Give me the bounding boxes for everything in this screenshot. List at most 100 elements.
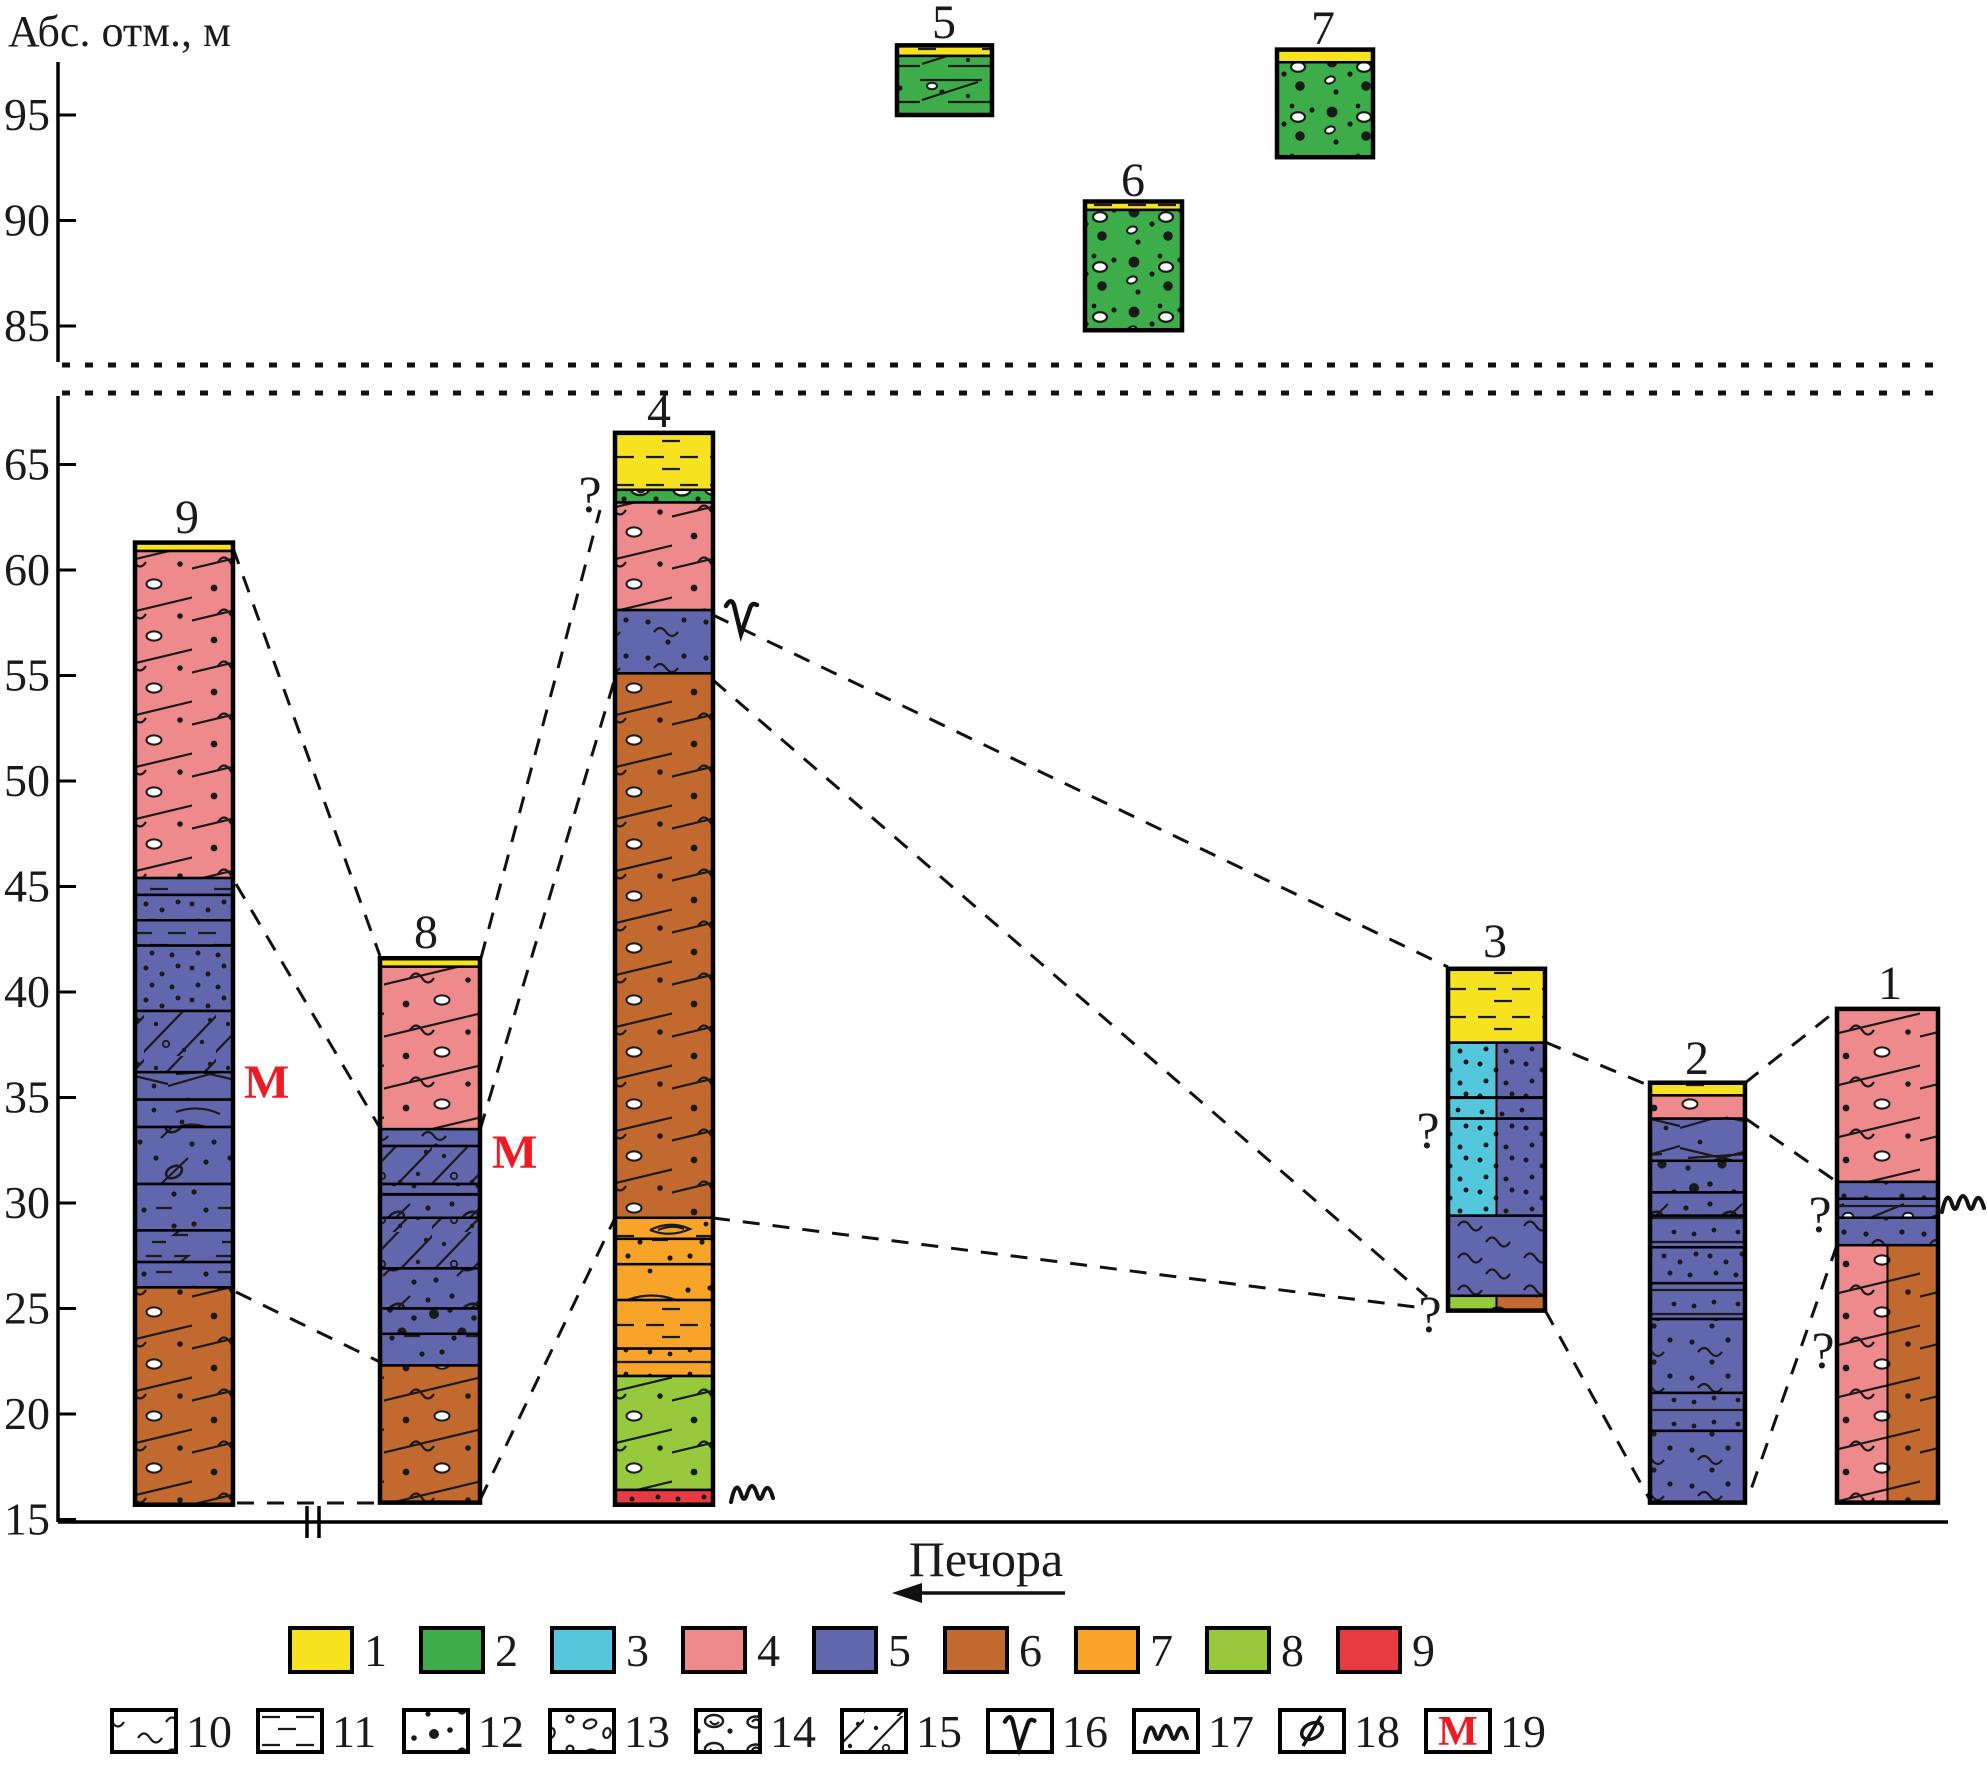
correlation-dashed-line (1744, 1008, 1838, 1085)
layer-pattern (1650, 1082, 1745, 1096)
layer-pattern (1448, 1215, 1545, 1296)
river-label: Печора (909, 1531, 1063, 1587)
legend-pattern-label: 10 (186, 1706, 232, 1757)
layer-pattern (1448, 968, 1545, 1043)
layer-pattern (1650, 1215, 1745, 1248)
question-mark: ? (1416, 1103, 1439, 1160)
river-arrow-head (892, 1583, 922, 1603)
column-outline (1834, 1006, 1941, 1505)
question-mark: ? (1811, 1323, 1834, 1380)
legend-color-swatch-3 (550, 1626, 616, 1674)
column-outline (1274, 47, 1376, 160)
tick-label: 25 (4, 1283, 50, 1334)
layer-pattern (1496, 1118, 1545, 1216)
layer-fill (135, 542, 233, 552)
column-5: 5 (894, 0, 995, 118)
correlation-dashed-line (231, 547, 382, 957)
column-outline (612, 430, 716, 1507)
tick-label: 45 (4, 861, 50, 912)
legend-color-swatch-1 (288, 1626, 354, 1674)
correlation-dashed-line (712, 613, 1449, 969)
legend-pattern-large-pebbles (698, 1712, 758, 1750)
legend-v-symbol (1002, 1715, 1037, 1756)
correlation-dashed-line (1744, 1116, 1838, 1184)
layer-pattern (380, 1365, 480, 1503)
layer-pattern (135, 945, 233, 1011)
layer-pattern (615, 489, 713, 503)
legend-color-label: 4 (757, 1625, 780, 1676)
column-number-label: 5 (932, 0, 956, 49)
column-number-label: 2 (1685, 1032, 1709, 1085)
tick-label: 20 (4, 1388, 50, 1439)
legend-color-swatch-8 (1205, 1626, 1271, 1674)
layer-pattern (135, 920, 233, 946)
legend-pattern-label: 11 (332, 1706, 376, 1757)
column-number-label: 9 (175, 491, 199, 544)
layer-pattern (135, 878, 233, 895)
legend-color-label: 5 (888, 1625, 911, 1676)
layer-pattern (135, 1099, 233, 1128)
layer-pattern (135, 551, 233, 879)
layer-pattern (135, 1072, 233, 1100)
layer-pattern (1650, 1160, 1745, 1193)
legend-pattern-small-pebbles (552, 1712, 612, 1750)
layer-pattern (615, 1238, 713, 1265)
layer-pattern (380, 1308, 480, 1334)
question-mark: ? (578, 467, 601, 524)
layer-pattern (1448, 1295, 1497, 1311)
legend-pattern-box-18 (1278, 1708, 1346, 1754)
layer-pattern (380, 1333, 480, 1366)
squiggle-symbol (1940, 1194, 1986, 1214)
column-9: 9 (132, 491, 236, 1507)
layer-pattern (615, 1217, 713, 1239)
layer-pattern (135, 1127, 233, 1185)
legend-pattern-dots-gravel (406, 1712, 466, 1750)
legend-color-label: 3 (626, 1625, 649, 1676)
column-7: 7 (1274, 2, 1376, 160)
layer-pattern (615, 1300, 713, 1349)
river: Печора (892, 1531, 1065, 1603)
layer-pattern (1496, 1295, 1545, 1311)
layer-pattern (135, 1230, 233, 1263)
tick-label: 65 (4, 439, 50, 490)
layer-pattern (1496, 1042, 1545, 1098)
legend-color-swatch-6 (943, 1626, 1009, 1674)
legend-color-swatch-7 (1074, 1626, 1140, 1674)
layer-pattern (1650, 1283, 1745, 1320)
layer-pattern (1277, 49, 1373, 63)
annotations: М М????? (244, 467, 1986, 1504)
column-2: 2 (1647, 1032, 1748, 1505)
tick-label: 40 (4, 966, 50, 1017)
column-number-label: 6 (1121, 154, 1145, 207)
layer-pattern (1650, 1392, 1745, 1431)
column-outline (1082, 199, 1185, 333)
legend-pattern-label: 15 (916, 1706, 962, 1757)
legend-pattern-label: 17 (1208, 1706, 1254, 1757)
layer-pattern (1448, 1118, 1497, 1216)
layer-pattern (380, 1129, 480, 1147)
legend-pattern-label: 14 (770, 1706, 816, 1757)
y-axis-title: Абс. отм., м (8, 7, 231, 56)
column-number-label: 7 (1311, 2, 1335, 55)
layer-pattern (380, 1146, 480, 1185)
legend-color-swatch-9 (1336, 1626, 1402, 1674)
layer-pattern (1650, 1192, 1745, 1216)
legend-color-label: 1 (364, 1625, 387, 1676)
legend-pattern-box-17 (1132, 1708, 1200, 1754)
column-outline (1445, 966, 1548, 1313)
tick-label: 95 (4, 89, 50, 140)
layer-pattern (135, 1287, 233, 1505)
legend-pattern-label: 19 (1500, 1706, 1546, 1757)
layer-pattern (1650, 1095, 1745, 1119)
layer-pattern (135, 1184, 233, 1231)
column-number-label: 3 (1483, 915, 1507, 968)
layer-pattern (1277, 62, 1373, 158)
v-symbol (723, 599, 760, 642)
layer-pattern (1837, 1245, 1888, 1503)
layer-fill (380, 958, 480, 967)
correlation-dashed-line (712, 1216, 1424, 1310)
tick-label: 15 (4, 1494, 50, 1545)
legend-color-swatch-2 (419, 1626, 485, 1674)
tick-label: 50 (4, 755, 50, 806)
column-1: 1 (1834, 957, 1941, 1505)
